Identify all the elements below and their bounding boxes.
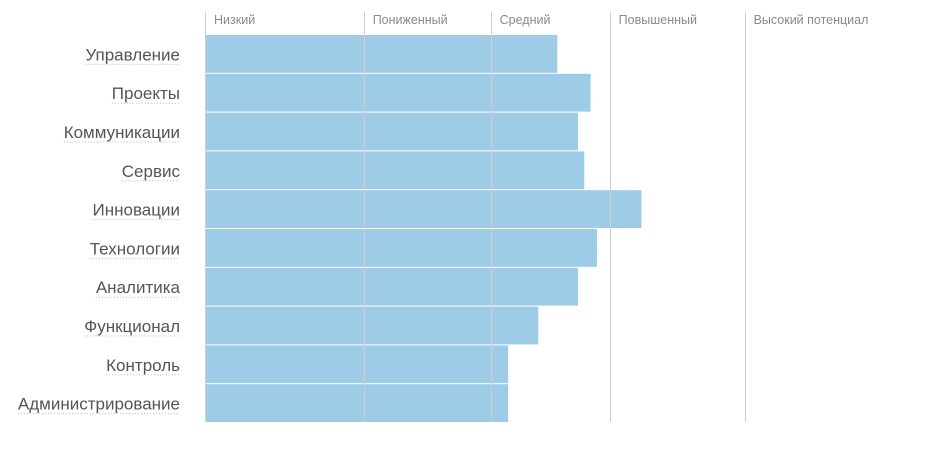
- category-label-0: Управление: [85, 45, 180, 64]
- bar-8: [205, 345, 509, 384]
- bar-3: [205, 151, 585, 190]
- bar-0: [205, 35, 558, 73]
- bar-1: [205, 73, 591, 112]
- band-label-3: Повышенный: [619, 13, 697, 27]
- category-label-6: Аналитика: [96, 278, 181, 297]
- category-label-4: Инновации: [93, 201, 180, 220]
- category-label-5: Технологии: [90, 239, 180, 258]
- band-label-1: Пониженный: [373, 13, 448, 27]
- bar-6: [205, 267, 578, 306]
- bar-5: [205, 229, 597, 267]
- category-labels: Управление Проекты Коммуникации Сервис Иннов…: [17, 45, 181, 415]
- band-label-2: Средний: [500, 13, 551, 27]
- category-label-9: Администрирование: [18, 395, 180, 414]
- category-label-1: Проекты: [112, 84, 180, 103]
- category-label-7: Функционал: [84, 317, 180, 336]
- category-label-2: Коммуникации: [64, 123, 180, 142]
- bar-7: [205, 306, 539, 345]
- bar-9: [205, 384, 509, 422]
- band-label-4: Высокий потенциал: [754, 13, 869, 27]
- band-labels: Низкий Пониженный Средний Повышенный Высокий…: [214, 13, 868, 27]
- bar-4: [205, 190, 642, 228]
- bars: [205, 35, 642, 422]
- band-label-0: Низкий: [214, 13, 255, 27]
- bar-2: [205, 112, 578, 151]
- category-label-8: Контроль: [106, 356, 180, 375]
- category-label-3: Сервис: [122, 162, 181, 181]
